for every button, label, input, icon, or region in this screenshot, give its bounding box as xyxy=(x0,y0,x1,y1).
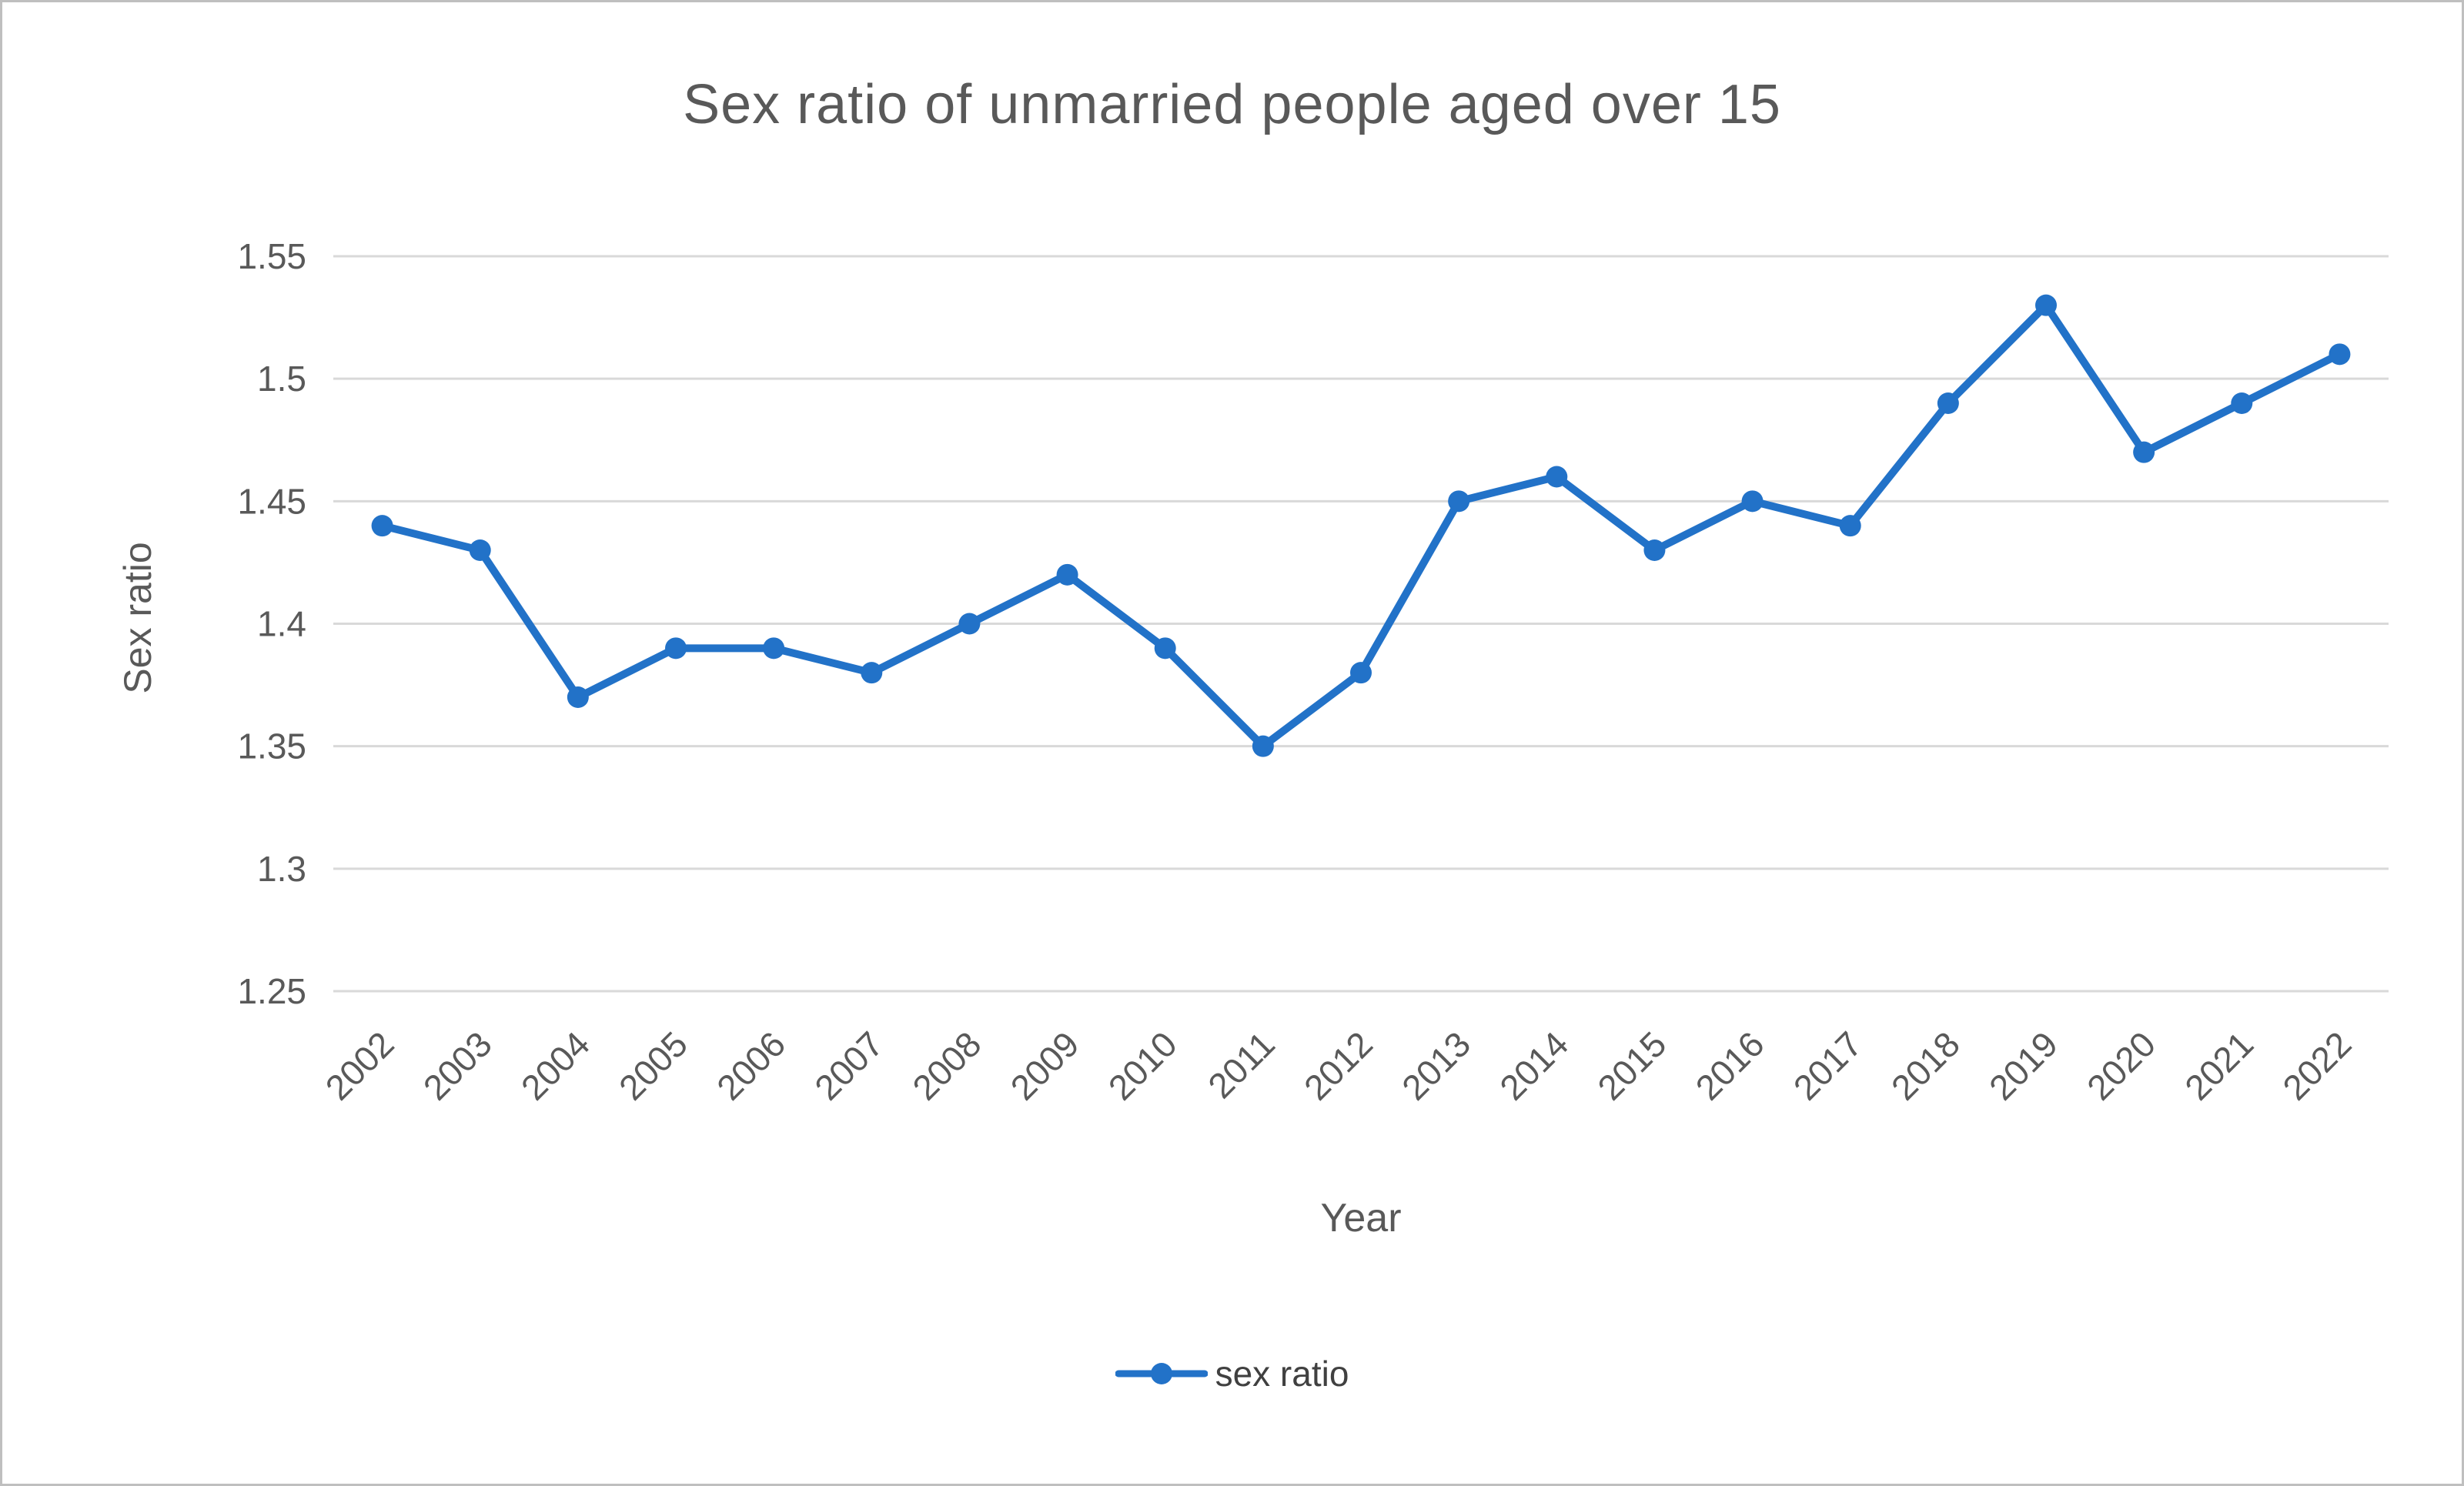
legend-line-marker-icon xyxy=(1115,1361,1208,1387)
data-point xyxy=(1350,662,1372,684)
data-point xyxy=(958,613,981,635)
x-tick-label: 2011 xyxy=(1200,1024,1282,1106)
data-point xyxy=(665,637,687,660)
x-tick-label: 2010 xyxy=(1101,1024,1185,1107)
y-tick-label: 1.35 xyxy=(237,726,306,766)
x-tick-label: 2003 xyxy=(416,1024,500,1107)
legend: sex ratio xyxy=(2,1353,2462,1394)
data-point xyxy=(1154,637,1176,660)
data-point xyxy=(1741,490,1764,513)
x-tick-label: 2006 xyxy=(709,1024,793,1107)
y-tick-label: 1.3 xyxy=(257,849,306,889)
data-point xyxy=(763,637,785,660)
data-point xyxy=(1643,539,1666,561)
y-tick-label: 1.55 xyxy=(237,236,306,276)
data-point xyxy=(1252,735,1274,757)
x-tick-label: 2005 xyxy=(611,1024,695,1107)
x-tick-label: 2002 xyxy=(318,1024,402,1107)
x-tick-label: 2015 xyxy=(1590,1024,1673,1107)
x-tick-label: 2012 xyxy=(1296,1024,1380,1107)
data-point xyxy=(469,539,491,561)
legend-label: sex ratio xyxy=(1215,1354,1349,1394)
data-point xyxy=(1546,466,1568,488)
x-axis-title: Year xyxy=(1320,1196,1402,1241)
data-point xyxy=(1839,515,1861,537)
x-tick-label: 2008 xyxy=(904,1024,988,1107)
y-tick-label: 1.45 xyxy=(237,481,306,521)
data-point xyxy=(1448,490,1470,513)
y-tick-label: 1.4 xyxy=(257,604,306,644)
data-point xyxy=(371,515,393,537)
data-point xyxy=(1937,392,1959,414)
x-tick-labels: 2002 2003 2004 2005 2006 2007 2008 2009 2010 2011… xyxy=(318,1024,2359,1107)
data-point xyxy=(567,686,589,708)
y-tick-label: 1.25 xyxy=(237,971,306,1011)
x-tick-label: 2018 xyxy=(1884,1024,1968,1107)
x-tick-label: 2019 xyxy=(1981,1024,2065,1107)
x-tick-label: 2009 xyxy=(1003,1024,1087,1107)
x-tick-label: 2007 xyxy=(807,1024,891,1107)
gridlines xyxy=(333,255,2389,993)
data-point xyxy=(2133,441,2155,463)
x-tick-label: 2020 xyxy=(2079,1024,2163,1107)
chart-title: Sex ratio of unmarried people aged over … xyxy=(683,74,1781,135)
y-tick-labels: 1.25 1.3 1.35 1.4 1.45 1.5 1.55 xyxy=(237,236,306,1011)
y-tick-label: 1.5 xyxy=(257,359,306,399)
y-axis-title: Sex ratio xyxy=(116,542,159,694)
x-tick-label: 2021 xyxy=(2177,1024,2261,1107)
x-tick-label: 2004 xyxy=(513,1024,597,1107)
data-point xyxy=(2231,392,2253,414)
x-tick-label: 2013 xyxy=(1394,1024,1478,1107)
series-markers xyxy=(371,294,2351,757)
x-tick-label: 2016 xyxy=(1688,1024,1772,1107)
x-tick-label: 2017 xyxy=(1786,1024,1870,1107)
data-point xyxy=(1056,563,1078,586)
x-tick-label: 2022 xyxy=(2275,1024,2359,1107)
data-point xyxy=(861,662,883,684)
x-tick-label: 2014 xyxy=(1492,1024,1576,1107)
data-point xyxy=(2035,294,2057,316)
data-point xyxy=(2329,343,2351,366)
